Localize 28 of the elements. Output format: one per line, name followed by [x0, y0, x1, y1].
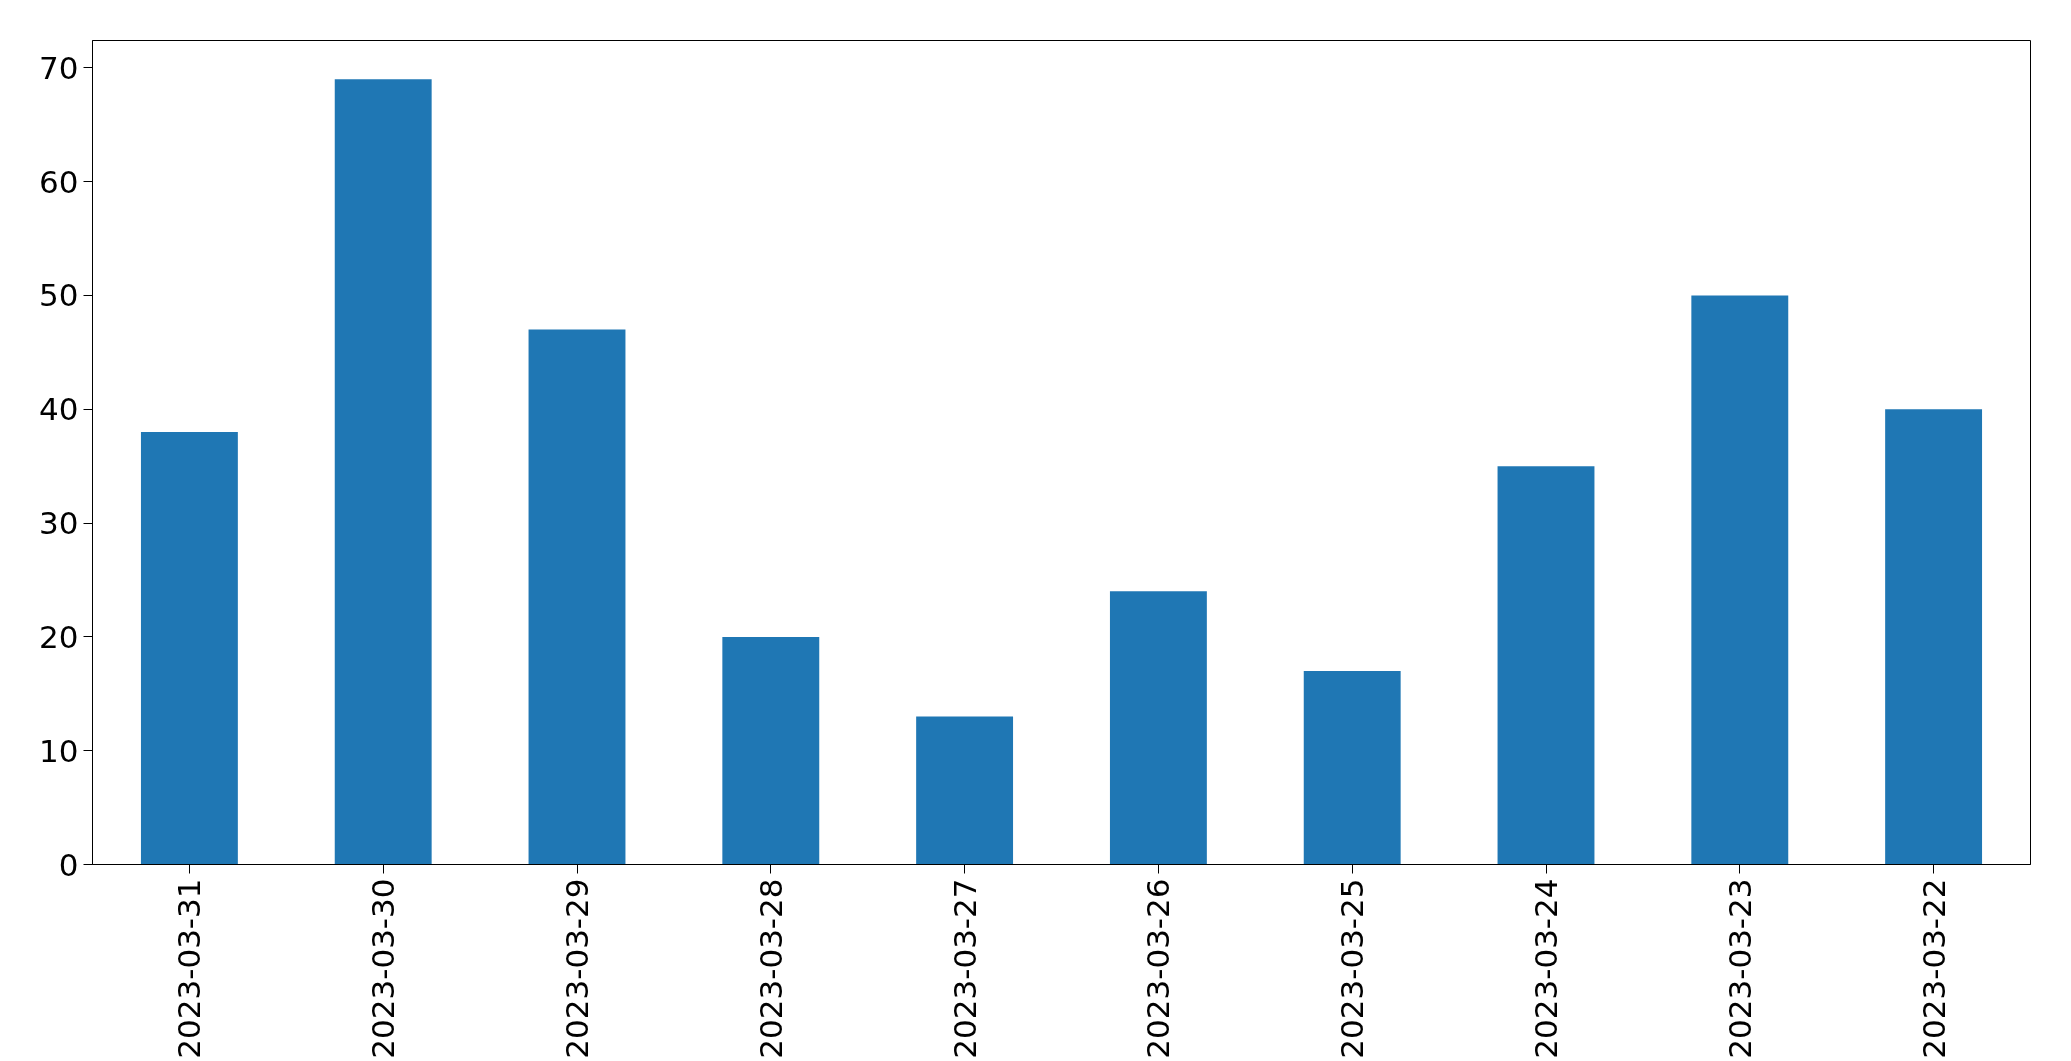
x-tick-label: 2023-03-30 [365, 878, 402, 1059]
bar [334, 79, 432, 865]
x-tick-label: 2023-03-25 [1334, 878, 1371, 1059]
y-tick-label: 10 [39, 732, 79, 769]
x-tick-label: 2023-03-27 [946, 878, 983, 1059]
x-tick-label: 2023-03-23 [1721, 878, 1758, 1059]
y-tick-label: 40 [39, 391, 79, 428]
x-tick-label: 2023-03-26 [1140, 878, 1177, 1059]
x-tick-label: 2023-03-28 [752, 878, 789, 1059]
x-tick-label: 2023-03-29 [559, 878, 595, 1059]
y-tick-label: 30 [39, 505, 79, 542]
bar [722, 636, 820, 865]
x-tick-label: 2023-03-31 [171, 878, 208, 1059]
bar [1885, 409, 1983, 865]
bar [916, 716, 1014, 865]
y-tick-label: 0 [58, 846, 79, 883]
y-tick-label: 60 [39, 163, 79, 200]
y-tick-label: 70 [39, 49, 79, 86]
x-tick-label: 2023-03-22 [1915, 878, 1952, 1059]
y-tick-label: 50 [39, 277, 79, 314]
bar [1497, 466, 1595, 865]
bar [1109, 591, 1207, 865]
bar [1691, 295, 1789, 865]
bar [140, 432, 238, 865]
y-tick-label: 20 [39, 618, 79, 655]
bar [528, 329, 626, 865]
x-tick-label: 2023-03-24 [1528, 878, 1564, 1059]
bar [1303, 671, 1401, 865]
